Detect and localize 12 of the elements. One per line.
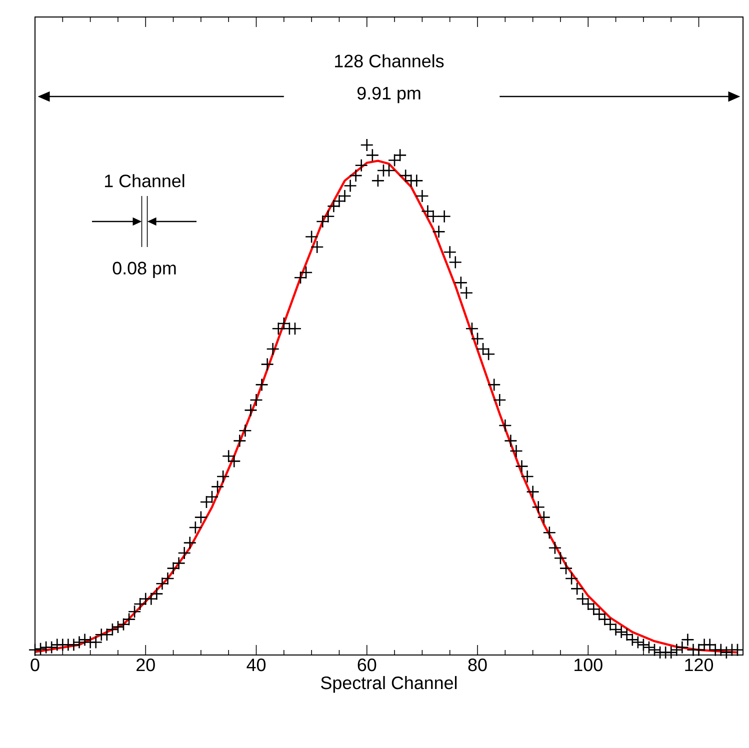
x-tick-label: 20 xyxy=(136,658,155,672)
text: 9.91 pm xyxy=(357,86,420,104)
x-tick-label: 60 xyxy=(358,658,376,672)
text: 128 Channels xyxy=(335,54,444,68)
x-tick-label: 0 xyxy=(30,658,40,672)
x-tick-label: 40 xyxy=(246,658,266,672)
x-axis-title: Spectral Channel xyxy=(321,676,457,693)
x-tick-label: 100 xyxy=(574,658,602,672)
annotation: 0.08 pm xyxy=(112,262,176,278)
x-tick-label: 120 xyxy=(685,658,714,672)
x-tick-label: 80 xyxy=(468,658,487,672)
annotation: 1 Channel xyxy=(105,174,184,188)
